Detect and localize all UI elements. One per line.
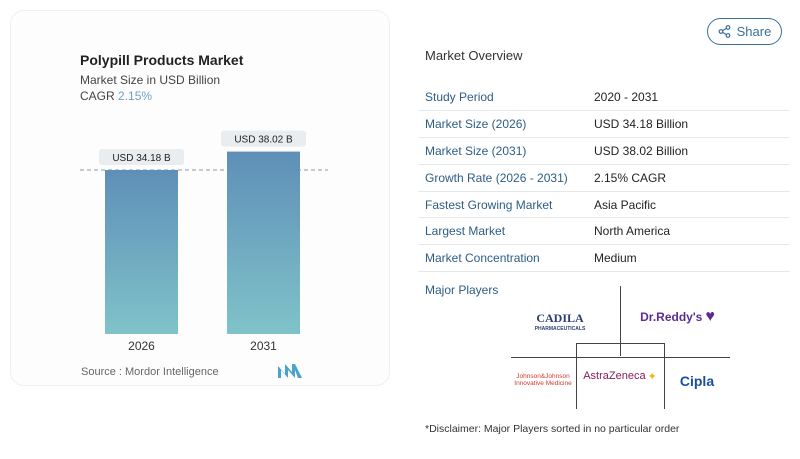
divider [511, 357, 730, 358]
share-icon [718, 25, 731, 38]
chart-card [10, 10, 390, 386]
row-value: 2.15% CAGR [587, 164, 790, 192]
divider [576, 343, 665, 344]
bar-chart: USD 34.18 B 2026 USD 38.02 B 2031 [80, 130, 328, 353]
overview-row: Market Size (2026) USD 34.18 Billion [418, 110, 790, 139]
overview-row: Fastest Growing Market Asia Pacific [418, 191, 790, 219]
overview-row: Market Size (2031) USD 38.02 Billion [418, 137, 790, 165]
row-label: Market Size (2031) [418, 137, 587, 165]
row-label: Study Period [418, 84, 587, 112]
x-tick-label: 2026 [128, 339, 155, 353]
share-button[interactable]: Share [707, 18, 782, 45]
overview-title: Market Overview [425, 48, 523, 63]
overview-row: Market Concentration Medium [418, 244, 790, 273]
dr-reddys-logo: Dr.Reddy's ♥ [640, 308, 715, 325]
source-text: Source : Mordor Intelligence [81, 366, 219, 378]
share-label: Share [736, 24, 772, 39]
astrazeneca-logo: AstraZeneca ✦ [583, 370, 657, 383]
bar-2026 [105, 170, 178, 334]
cadila-logo: CADILA PHARMACEUTICALS [534, 310, 586, 332]
data-label: USD 38.02 B [234, 135, 293, 146]
row-value: USD 34.18 Billion [587, 110, 790, 139]
row-label: Growth Rate (2026 - 2031) [418, 164, 587, 192]
divider [576, 343, 577, 409]
chart-title: Polypill Products Market [80, 52, 244, 68]
row-value: 2020 - 2031 [587, 84, 790, 112]
jnj-logo: Johnson&Johnson Innovative Medicine [514, 373, 572, 387]
row-label: Market Size (2026) [418, 110, 587, 139]
row-value: Medium [587, 244, 790, 273]
overview-table: Study Period 2020 - 2031 Market Size (2026… [418, 84, 790, 273]
data-label-bg [99, 149, 184, 165]
major-players-label: Major Players [425, 283, 499, 297]
mordor-logo-icon [278, 364, 302, 378]
row-label: Largest Market [418, 217, 587, 246]
x-tick-label: 2031 [250, 339, 277, 353]
row-label: Market Concentration [418, 244, 587, 273]
row-label: Fastest Growing Market [418, 191, 587, 219]
cagr-value: 2.15% [118, 89, 153, 103]
chart-subtitle: Market Size in USD Billion [80, 73, 221, 87]
overview-row: Study Period 2020 - 2031 [418, 84, 790, 112]
cipla-logo: Cipla [679, 373, 715, 389]
row-value: North America [587, 217, 790, 246]
row-value: USD 38.02 Billion [587, 137, 790, 165]
row-value: Asia Pacific [587, 191, 790, 219]
data-label: USD 34.18 B [112, 153, 171, 164]
divider [664, 343, 665, 409]
data-label-bg [221, 130, 306, 147]
cagr: CAGR 2.15% [80, 89, 152, 103]
divider [620, 286, 621, 356]
bar-2031 [227, 151, 300, 334]
overview-row: Growth Rate (2026 - 2031) 2.15% CAGR [418, 164, 790, 192]
cagr-label: CAGR [80, 89, 115, 103]
disclaimer: *Disclaimer: Major Players sorted in no … [425, 423, 680, 435]
overview-row: Largest Market North America [418, 217, 790, 246]
